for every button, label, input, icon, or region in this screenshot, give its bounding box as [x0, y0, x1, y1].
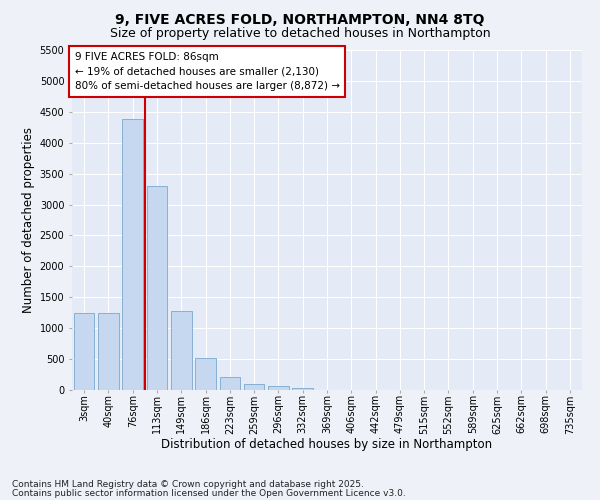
X-axis label: Distribution of detached houses by size in Northampton: Distribution of detached houses by size …	[161, 438, 493, 451]
Text: Contains public sector information licensed under the Open Government Licence v3: Contains public sector information licen…	[12, 488, 406, 498]
Bar	[292, 388, 313, 390]
Y-axis label: Number of detached properties: Number of detached properties	[22, 127, 35, 313]
Text: 9, FIVE ACRES FOLD, NORTHAMPTON, NN4 8TQ: 9, FIVE ACRES FOLD, NORTHAMPTON, NN4 8TQ	[115, 12, 485, 26]
Bar	[171, 311, 191, 390]
Bar	[146, 186, 167, 390]
Text: 9 FIVE ACRES FOLD: 86sqm
← 19% of detached houses are smaller (2,130)
80% of sem: 9 FIVE ACRES FOLD: 86sqm ← 19% of detach…	[74, 52, 340, 92]
Text: Contains HM Land Registry data © Crown copyright and database right 2025.: Contains HM Land Registry data © Crown c…	[12, 480, 364, 489]
Bar	[74, 312, 94, 390]
Bar	[244, 384, 265, 390]
Bar	[220, 376, 240, 390]
Bar	[122, 119, 143, 390]
Bar	[268, 386, 289, 390]
Bar	[195, 358, 216, 390]
Bar	[98, 312, 119, 390]
Text: Size of property relative to detached houses in Northampton: Size of property relative to detached ho…	[110, 28, 490, 40]
